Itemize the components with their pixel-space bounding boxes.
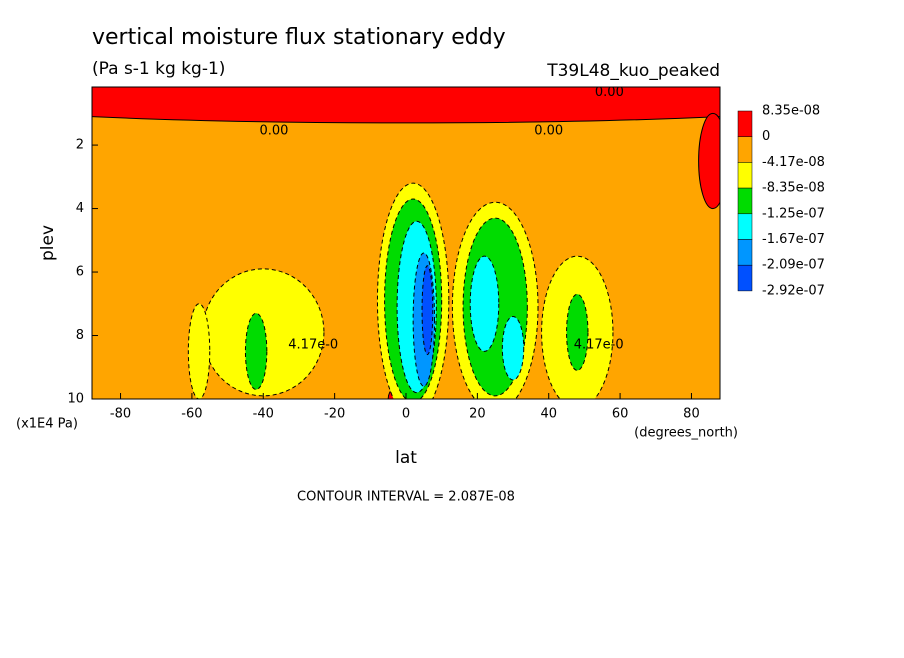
x-tick-label: 0 [402,407,410,422]
x-tick-label: -80 [110,407,131,422]
x-tick-label: -20 [324,407,345,422]
y-tick-label: 6 [76,265,84,280]
x-tick-label: 60 [612,407,629,422]
chart-title: vertical moisture flux stationary eddy [92,25,506,50]
colorbar-label: -2.92e-07 [762,283,825,298]
x-tick-label: -40 [253,407,274,422]
colorbar-label: -2.09e-07 [762,258,825,273]
contour-region [187,303,211,399]
colorbar-box [737,136,753,163]
y-tick-label: 2 [76,138,84,153]
contour-label: 4.17e-0 [288,338,338,353]
x-tick-label: -60 [181,407,202,422]
subtitle: (Pa s-1 kg kg-1) [92,59,225,79]
colorbar-label: -8.35e-08 [762,181,825,196]
colorbar-box [737,239,753,266]
contour-region [566,293,589,371]
y-unit: (x1E4 Pa) [16,417,78,432]
colorbar-label: 0 [762,129,770,144]
x-tick-label: 80 [683,407,700,422]
colorbar-label: -4.17e-08 [762,155,825,170]
colorbar-box [737,213,753,240]
colorbar-label: -1.67e-07 [762,232,825,247]
y-axis-label: plev [38,225,58,261]
contour-label: 4.17e-0 [574,338,624,353]
x-tick-label: 40 [540,407,557,422]
x-axis-label: lat [395,448,417,468]
x-tick-label: 20 [469,407,486,422]
contour-region [92,87,720,124]
colorbar-label: 8.35e-08 [762,104,820,119]
contour-label: 0.00 [260,123,289,138]
footer: CONTOUR INTERVAL = 2.087E-08 [297,490,515,505]
y-tick-label: 10 [67,392,84,407]
colorbar-box [737,187,753,215]
contour-region [698,112,720,210]
contour-region [469,255,500,352]
contour-region [421,265,434,356]
colorbar-box [737,162,753,189]
x-unit: (degrees_north) [634,426,738,441]
y-tick-label: 8 [76,328,84,343]
colorbar-box [737,110,753,137]
contour-label: 0.00 [534,123,563,138]
contour-label: 0.00 [595,85,624,100]
run-label: T39L48_kuo_peaked [546,61,720,81]
y-tick-label: 4 [76,201,84,216]
colorbar-label: -1.25e-07 [762,206,825,221]
plot-area: 0.00 0.00 0.00 4.17e-0 4.17e-0 [92,85,720,399]
contour-region [244,312,268,390]
colorbar-box [737,264,753,292]
contour-region [501,315,525,381]
